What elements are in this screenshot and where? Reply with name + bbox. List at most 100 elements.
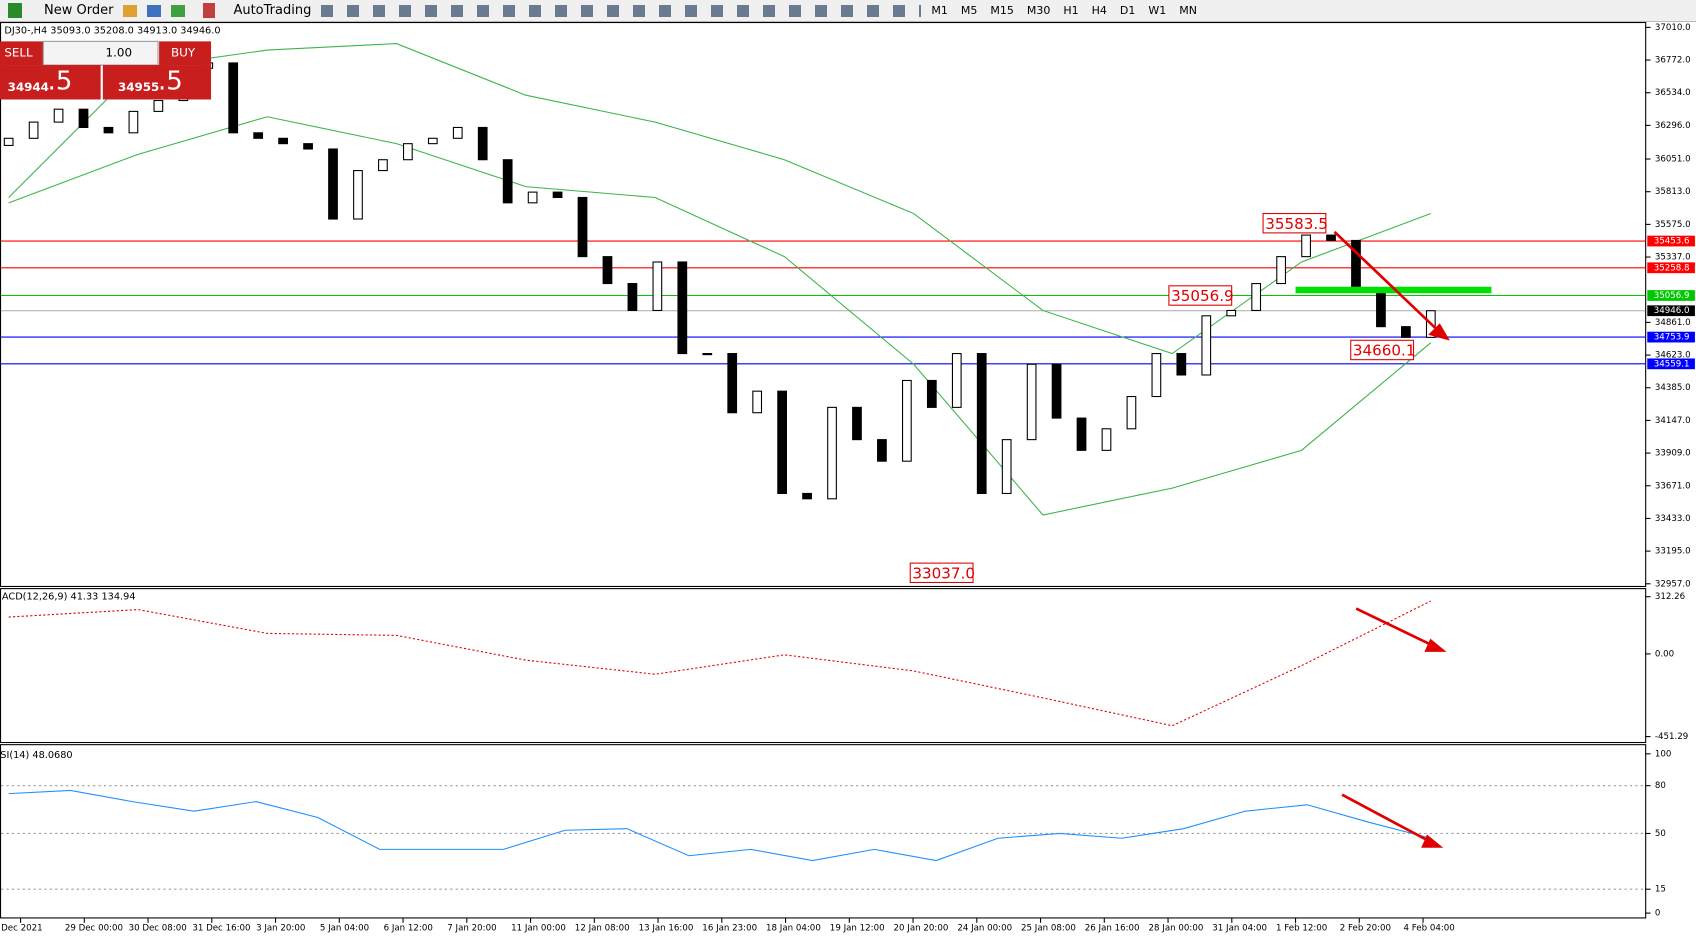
candle (1401, 326, 1411, 338)
candle (527, 191, 538, 204)
candle (78, 108, 89, 128)
timeframe-button[interactable]: M5 (960, 4, 978, 17)
y-tick-label: 36051.0 (1655, 155, 1691, 165)
timeframe-button[interactable]: M15 (990, 4, 1014, 17)
timeframe-button[interactable]: M1 (931, 4, 948, 17)
candle (153, 100, 164, 112)
y-tick-label: 35813.0 (1655, 187, 1691, 197)
price-level-tag (1647, 235, 1695, 247)
candle (103, 126, 114, 134)
candle (552, 191, 563, 199)
candle (1001, 439, 1012, 494)
macd-signal (8, 600, 1432, 727)
auto-trading-button[interactable]: AutoTrading (203, 3, 311, 18)
timeframe-button[interactable]: M30 (1026, 4, 1051, 17)
candle (752, 390, 763, 414)
price-level-tag (1647, 358, 1695, 370)
macd-panel-border (0, 588, 1647, 744)
rsi-title: RSI(14) 48.0680 (0, 750, 73, 761)
x-tick-label: 31 Jan 04:00 (1212, 924, 1267, 934)
price-level-tag (1647, 305, 1695, 317)
candle (677, 261, 688, 355)
y-tick-label: 35575.0 (1655, 220, 1691, 230)
bid-box[interactable] (0, 65, 101, 100)
x-tick-label: 31 Dec 16:00 (192, 924, 250, 934)
candle (1276, 256, 1286, 285)
candle (477, 126, 488, 161)
candle (1176, 353, 1187, 376)
y-tick-label: 32957.0 (1655, 579, 1691, 589)
x-tick-label: 3 Jan 20:00 (256, 924, 305, 934)
x-tick-label: 25 Jan 08:00 (1021, 924, 1076, 934)
support-highlight (1295, 286, 1492, 294)
candle (353, 170, 363, 220)
candle (627, 283, 638, 311)
candle (1051, 363, 1062, 419)
symbol-info: DJ30-,H4 35093.0 35208.0 34913.0 34946.0 (4, 26, 220, 37)
rsi-line (8, 789, 1431, 862)
candle (3, 137, 14, 146)
sell-button[interactable] (0, 41, 44, 66)
x-tick-label: 11 Jan 00:00 (511, 924, 566, 934)
buy-button[interactable] (159, 41, 212, 66)
buy-label: BUY (171, 46, 196, 60)
y-tick-label: 33195.0 (1655, 547, 1691, 557)
new-order-button[interactable]: New Order (8, 3, 113, 18)
y-tick-label: 36534.0 (1655, 88, 1691, 98)
y-tick-label: 34385.0 (1655, 383, 1691, 393)
annotation-label: 35583.5 (1265, 215, 1328, 233)
candle (1376, 288, 1386, 328)
timeframe-button[interactable]: W1 (1148, 4, 1167, 17)
candle (1326, 234, 1336, 241)
y-tick-label: 34623.0 (1655, 351, 1691, 361)
candle (278, 137, 288, 145)
y-tick-label: 35337.0 (1655, 253, 1691, 263)
annotation-label: 35056.9 (1171, 287, 1234, 305)
candle (253, 132, 264, 139)
candle (1251, 283, 1262, 311)
candle (852, 406, 862, 441)
y-tick-label: 36296.0 (1655, 121, 1691, 131)
x-tick-label: Dec 2021 (1, 924, 43, 934)
candle (652, 261, 663, 311)
candle (303, 143, 313, 150)
candle (602, 256, 613, 285)
bid-main: 34944 (8, 80, 49, 94)
candle (777, 390, 787, 494)
candle (1201, 315, 1212, 376)
candle (128, 110, 139, 134)
ask-tail: .5 (158, 67, 183, 97)
toolbar: New Order AutoTrading M1 M5 M15 M30 H1 H4 D1 W1… (0, 0, 1696, 22)
y-tick-label: 15 (1655, 885, 1666, 895)
trade-panel: SELL 1.00 BUY 34944 .5 34955 .5 (0, 40, 212, 100)
price-level-label: 34753.9 (1654, 333, 1690, 343)
y-tick-label: 312.26 (1655, 592, 1685, 602)
x-tick-label: 26 Jan 16:00 (1085, 924, 1140, 934)
volume-box[interactable] (42, 40, 159, 66)
y-tick-label: 0 (1655, 909, 1661, 919)
y-tick-label: 50 (1655, 829, 1666, 839)
price-level-tag (1647, 262, 1695, 274)
price-level-label: 34946.0 (1654, 306, 1690, 316)
x-tick-label: 18 Jan 04:00 (766, 924, 821, 934)
timeframe-button[interactable]: MN (1179, 4, 1197, 17)
timeframe-button[interactable]: H1 (1063, 4, 1079, 17)
y-tick-label: -451.29 (1655, 732, 1688, 742)
x-tick-label: 5 Jan 04:00 (320, 924, 369, 934)
chart-window: DJ30-,H4 35093.0 35208.0 34913.0 34946.0… (0, 22, 1696, 940)
candle (328, 148, 338, 220)
rsi-panel-border (0, 744, 1647, 919)
candle (877, 439, 887, 462)
timeframe-button[interactable]: D1 (1119, 4, 1136, 17)
ask-box[interactable] (102, 65, 212, 100)
x-tick-label: 29 Dec 00:00 (65, 924, 123, 934)
timeframes: M1 M5 M15 M30 H1 H4 D1 W1 MN (931, 4, 1197, 17)
candle (902, 379, 912, 462)
x-tick-label: 24 Jan 00:00 (957, 924, 1012, 934)
icons (123, 4, 194, 17)
annotation-label: 34660.1 (1353, 342, 1416, 360)
candle (53, 108, 64, 123)
y-tick-label: 80 (1655, 781, 1666, 791)
timeframe-button[interactable]: H4 (1091, 4, 1107, 17)
candle (228, 62, 239, 134)
